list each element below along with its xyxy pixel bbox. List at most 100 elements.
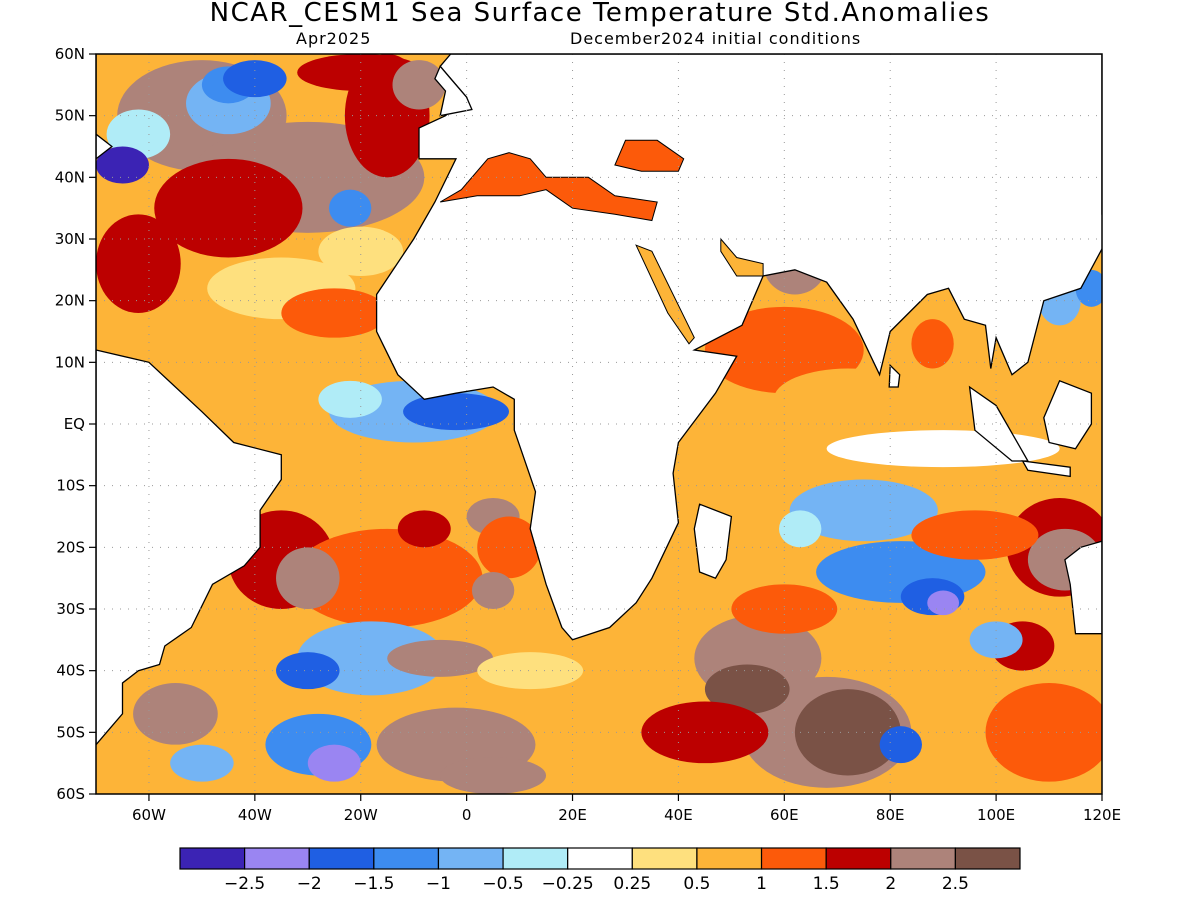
colorbar-label: −1	[426, 874, 451, 894]
colorbar-swatch	[437, 847, 504, 870]
lat-tick-label: 30S	[56, 600, 85, 618]
anomaly-patch	[281, 288, 388, 338]
anomaly-patch	[927, 590, 960, 616]
land-borneo	[1043, 379, 1093, 450]
land-british-isles	[434, 65, 473, 117]
anomaly-field	[96, 54, 1102, 794]
sea-mediterranean	[439, 152, 658, 222]
anomaly-patch	[170, 744, 234, 782]
lat-tick-label: 20N	[55, 292, 85, 310]
colorbar-swatch	[760, 847, 827, 870]
anomaly-patch	[96, 214, 181, 313]
lat-tick-label: 40N	[55, 168, 85, 186]
anomaly-patch	[318, 380, 382, 418]
lon-tick-label: 120E	[1083, 806, 1121, 824]
lon-tick-label: 40W	[238, 806, 272, 824]
land-iceland	[340, 17, 393, 29]
anomaly-patch	[969, 621, 1023, 659]
colorbar-label: 1.5	[813, 874, 840, 894]
lon-tick-label: 60W	[132, 806, 166, 824]
anomaly-patch	[779, 510, 822, 548]
init-conditions-label: December2024 initial conditions	[570, 29, 862, 48]
anomaly-patch	[154, 158, 303, 258]
lat-tick-label: 50N	[55, 107, 85, 125]
lat-tick-label: 50S	[56, 723, 85, 741]
colorbar-label: 0.5	[683, 874, 710, 894]
anomaly-patch	[397, 510, 451, 548]
lat-tick-label: EQ	[64, 415, 85, 433]
anomaly-patch	[328, 189, 372, 227]
lat-tick-label: 10S	[56, 477, 85, 495]
sea-red-sea	[635, 244, 695, 345]
colorbar-swatch	[890, 847, 956, 870]
colorbar-label: −1.5	[353, 874, 394, 894]
lon-tick-label: 60E	[770, 806, 799, 824]
lon-tick-label: 20E	[558, 806, 587, 824]
anomaly-patch	[276, 547, 340, 610]
anomaly-patch	[318, 226, 404, 276]
lat-tick-label: 10N	[55, 353, 85, 371]
map-title: NCAR_CESM1 Sea Surface Temperature Std.A…	[209, 0, 991, 28]
anomaly-patch	[276, 652, 340, 690]
colorbar-swatch	[308, 847, 375, 870]
land-sumatra	[968, 385, 1030, 462]
land-sri-lanka	[888, 363, 901, 388]
anomaly-patch	[307, 744, 361, 782]
lat-tick-label: 40S	[56, 662, 85, 680]
colorbar-label: −2.5	[224, 874, 265, 894]
colorbar-label: −0.25	[542, 874, 594, 894]
colorbar-swatch	[502, 847, 569, 870]
anomaly-patch	[911, 319, 954, 369]
anomaly-patch	[403, 393, 509, 431]
colorbar-label: 2	[885, 874, 896, 894]
lon-tick-label: 80E	[876, 806, 905, 824]
anomaly-patch	[985, 683, 1102, 782]
colorbar-swatch	[696, 847, 763, 870]
anomaly-patch	[477, 516, 541, 579]
anomaly-patch	[96, 146, 149, 184]
graticule	[96, 54, 1102, 794]
valid-month-label: Apr2025	[296, 29, 372, 48]
colorbar-label: 2.5	[942, 874, 969, 894]
anomaly-patch	[392, 60, 446, 110]
colorbar-swatch	[179, 847, 246, 870]
colorbar-label: 1	[756, 874, 767, 894]
lat-tick-label: 30N	[55, 230, 85, 248]
lat-tick-label: 60N	[55, 45, 85, 63]
anomaly-patch	[704, 664, 790, 714]
anomaly-patch	[297, 54, 425, 91]
lon-tick-label: 40E	[664, 806, 693, 824]
anomaly-patch	[477, 652, 584, 690]
anomaly-patch	[440, 757, 547, 794]
axis-ticks: 60N 50N 40N 30N 20N 10N EQ 10S 20S 30S 40S 50S 60S 60…	[55, 45, 1121, 824]
anomaly-patch	[911, 510, 1039, 560]
landmasses	[96, 17, 1102, 746]
colorbar-label: −0.5	[482, 874, 523, 894]
anomaly-patch	[794, 689, 901, 776]
colorbar-swatch	[954, 847, 1021, 870]
lon-tick-label: 20W	[344, 806, 378, 824]
colorbar-label: −2	[297, 874, 322, 894]
colorbar-swatch	[825, 847, 892, 870]
lon-tick-label: 0	[462, 806, 472, 824]
land-south-america	[96, 349, 282, 746]
anomaly-patch	[879, 726, 922, 764]
colorbar-swatch	[244, 847, 310, 870]
sea-persian-gulf	[720, 237, 764, 277]
lat-tick-label: 60S	[56, 785, 85, 803]
anomaly-patch	[773, 368, 922, 431]
anomaly-patch	[879, 633, 1007, 708]
anomaly-patch	[471, 572, 515, 609]
anomaly-patch	[789, 479, 938, 542]
colorbar-label: 0.25	[613, 874, 651, 894]
lat-tick-label: 20S	[56, 538, 85, 556]
colorbar-swatch	[373, 847, 440, 870]
map-panel	[96, 17, 1102, 794]
anomaly-patch	[387, 639, 494, 677]
land-north-america	[96, 54, 113, 160]
colorbar-swatch	[567, 847, 633, 870]
land-java	[1021, 460, 1071, 478]
land-madagascar	[693, 503, 733, 580]
lon-tick-label: 100E	[977, 806, 1015, 824]
